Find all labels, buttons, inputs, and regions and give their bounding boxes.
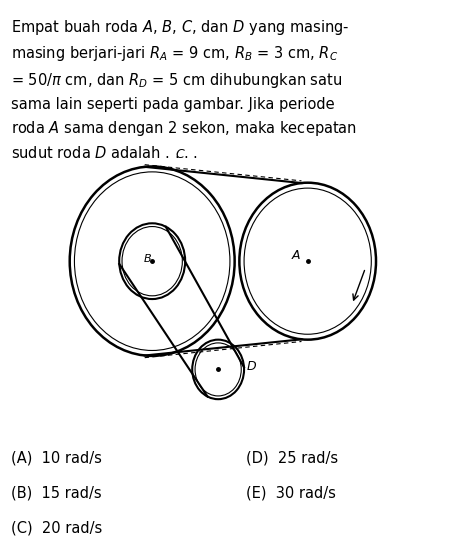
Text: (A)  10 rad/s: (A) 10 rad/s	[11, 450, 102, 466]
Text: (E)  30 rad/s: (E) 30 rad/s	[246, 486, 336, 501]
Text: $B$: $B$	[143, 252, 152, 264]
Text: $C$: $C$	[175, 148, 186, 161]
Text: $A$: $A$	[291, 249, 301, 262]
Text: (B)  15 rad/s: (B) 15 rad/s	[11, 486, 101, 501]
Text: $D$: $D$	[246, 360, 256, 373]
Text: Empat buah roda $A$, $B$, $C$, dan $D$ yang masing-
masing berjari-jari $R_A$ = : Empat buah roda $A$, $B$, $C$, dan $D$ y…	[11, 17, 357, 162]
Text: (D)  25 rad/s: (D) 25 rad/s	[246, 450, 338, 466]
Text: (C)  20 rad/s: (C) 20 rad/s	[11, 521, 102, 536]
